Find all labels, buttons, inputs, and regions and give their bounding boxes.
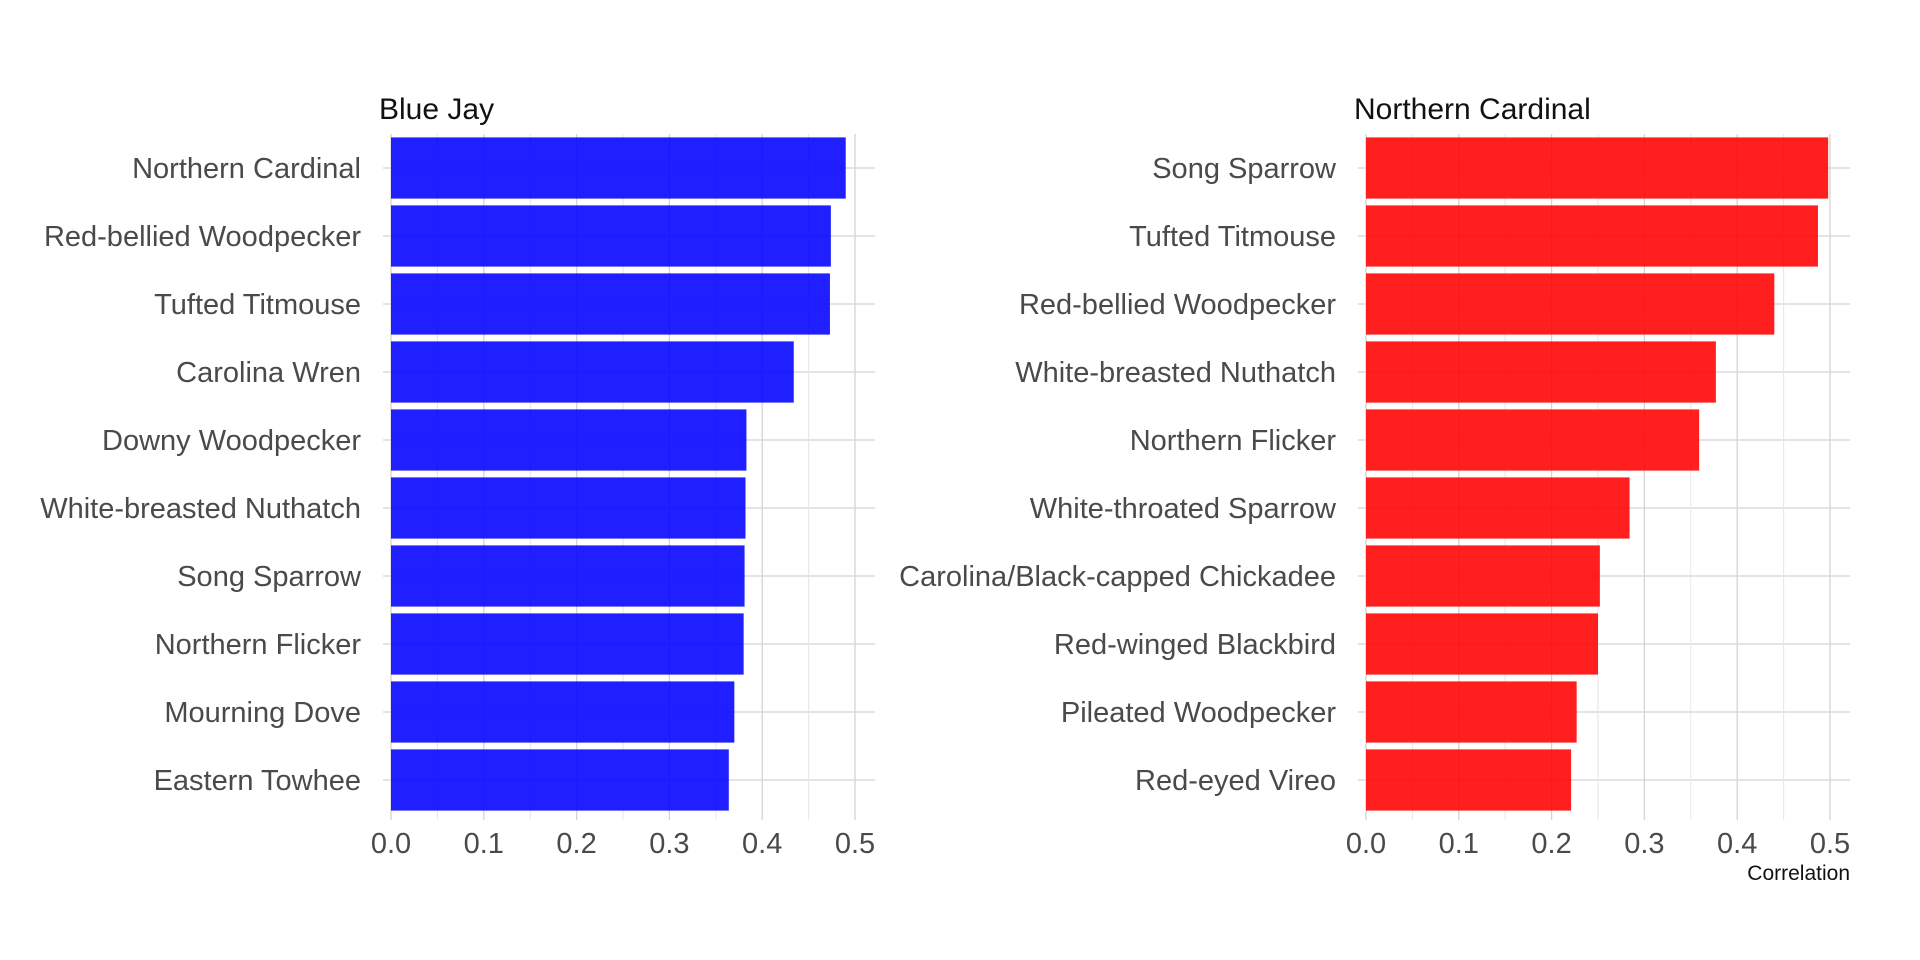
- category-label: Song Sparrow: [1152, 153, 1337, 185]
- bar-northern-flicker: [1366, 409, 1700, 471]
- bar-white-throated-sparrow: [1366, 477, 1630, 539]
- x-tick-label: 0.2: [556, 828, 596, 860]
- bar-red-winged-blackbird: [1366, 613, 1598, 675]
- category-label: Carolina Wren: [176, 357, 361, 389]
- x-tick-label: 0.4: [742, 828, 782, 860]
- category-label: Pileated Woodpecker: [1061, 697, 1336, 729]
- x-tick-label: 0.4: [1717, 828, 1757, 860]
- category-label: Eastern Towhee: [154, 765, 361, 797]
- bar-eastern-towhee: [391, 749, 729, 811]
- category-label: Red-winged Blackbird: [1054, 629, 1336, 661]
- category-label: Mourning Dove: [164, 697, 361, 729]
- bar-northern-flicker: [391, 613, 744, 675]
- x-tick-label: 0.1: [464, 828, 504, 860]
- bar-pileated-woodpecker: [1366, 681, 1577, 743]
- category-label: White-throated Sparrow: [1030, 493, 1337, 525]
- bar-downy-woodpecker: [391, 409, 747, 471]
- bar-carolina-black-capped-chickadee: [1366, 545, 1600, 607]
- bar-mourning-dove: [391, 681, 735, 743]
- category-label: Tufted Titmouse: [154, 289, 361, 321]
- bar-white-breasted-nuthatch: [391, 477, 746, 539]
- bar-white-breasted-nuthatch: [1366, 341, 1716, 403]
- x-axis-title: Correlation: [1747, 862, 1850, 885]
- panel-northern-cardinal: Song Sparrow Tufted Titmouse Red-bellied W…: [899, 93, 1850, 885]
- category-label: Tufted Titmouse: [1129, 221, 1336, 253]
- category-label: Northern Flicker: [155, 629, 362, 661]
- bar-red-bellied-woodpecker: [1366, 273, 1775, 335]
- x-tick-label: 0.5: [1810, 828, 1850, 860]
- category-label: Red-eyed Vireo: [1135, 765, 1336, 797]
- category-label: Carolina/Black-capped Chickadee: [899, 561, 1336, 593]
- x-tick-label: 0.3: [649, 828, 689, 860]
- bar-song-sparrow: [391, 545, 745, 607]
- x-tick-label: 0.1: [1439, 828, 1479, 860]
- category-label: Red-bellied Woodpecker: [1019, 289, 1336, 321]
- bar-red-eyed-vireo: [1366, 749, 1572, 811]
- category-label: Northern Cardinal: [132, 153, 361, 185]
- category-label: Downy Woodpecker: [102, 425, 361, 457]
- bar-red-bellied-woodpecker: [391, 205, 831, 267]
- panel-title: Blue Jay: [379, 93, 494, 126]
- category-label: White-breasted Nuthatch: [1015, 357, 1336, 389]
- category-label: White-breasted Nuthatch: [40, 493, 361, 525]
- x-tick-label: 0.0: [371, 828, 411, 860]
- bar-northern-cardinal: [391, 137, 846, 199]
- x-tick-label: 0.5: [835, 828, 875, 860]
- x-tick-label: 0.3: [1624, 828, 1664, 860]
- category-label: Northern Flicker: [1130, 425, 1337, 457]
- bar-carolina-wren: [391, 341, 794, 403]
- panel-title: Northern Cardinal: [1354, 93, 1591, 126]
- x-tick-label: 0.2: [1531, 828, 1571, 860]
- category-label: Song Sparrow: [177, 561, 362, 593]
- x-tick-label: 0.0: [1346, 828, 1386, 860]
- bar-tufted-titmouse: [1366, 205, 1818, 267]
- category-label: Red-bellied Woodpecker: [44, 221, 361, 253]
- bar-song-sparrow: [1366, 137, 1829, 199]
- panel-blue-jay: Northern Cardinal Red-bellied Woodpecker T…: [40, 93, 875, 860]
- bar-tufted-titmouse: [391, 273, 830, 335]
